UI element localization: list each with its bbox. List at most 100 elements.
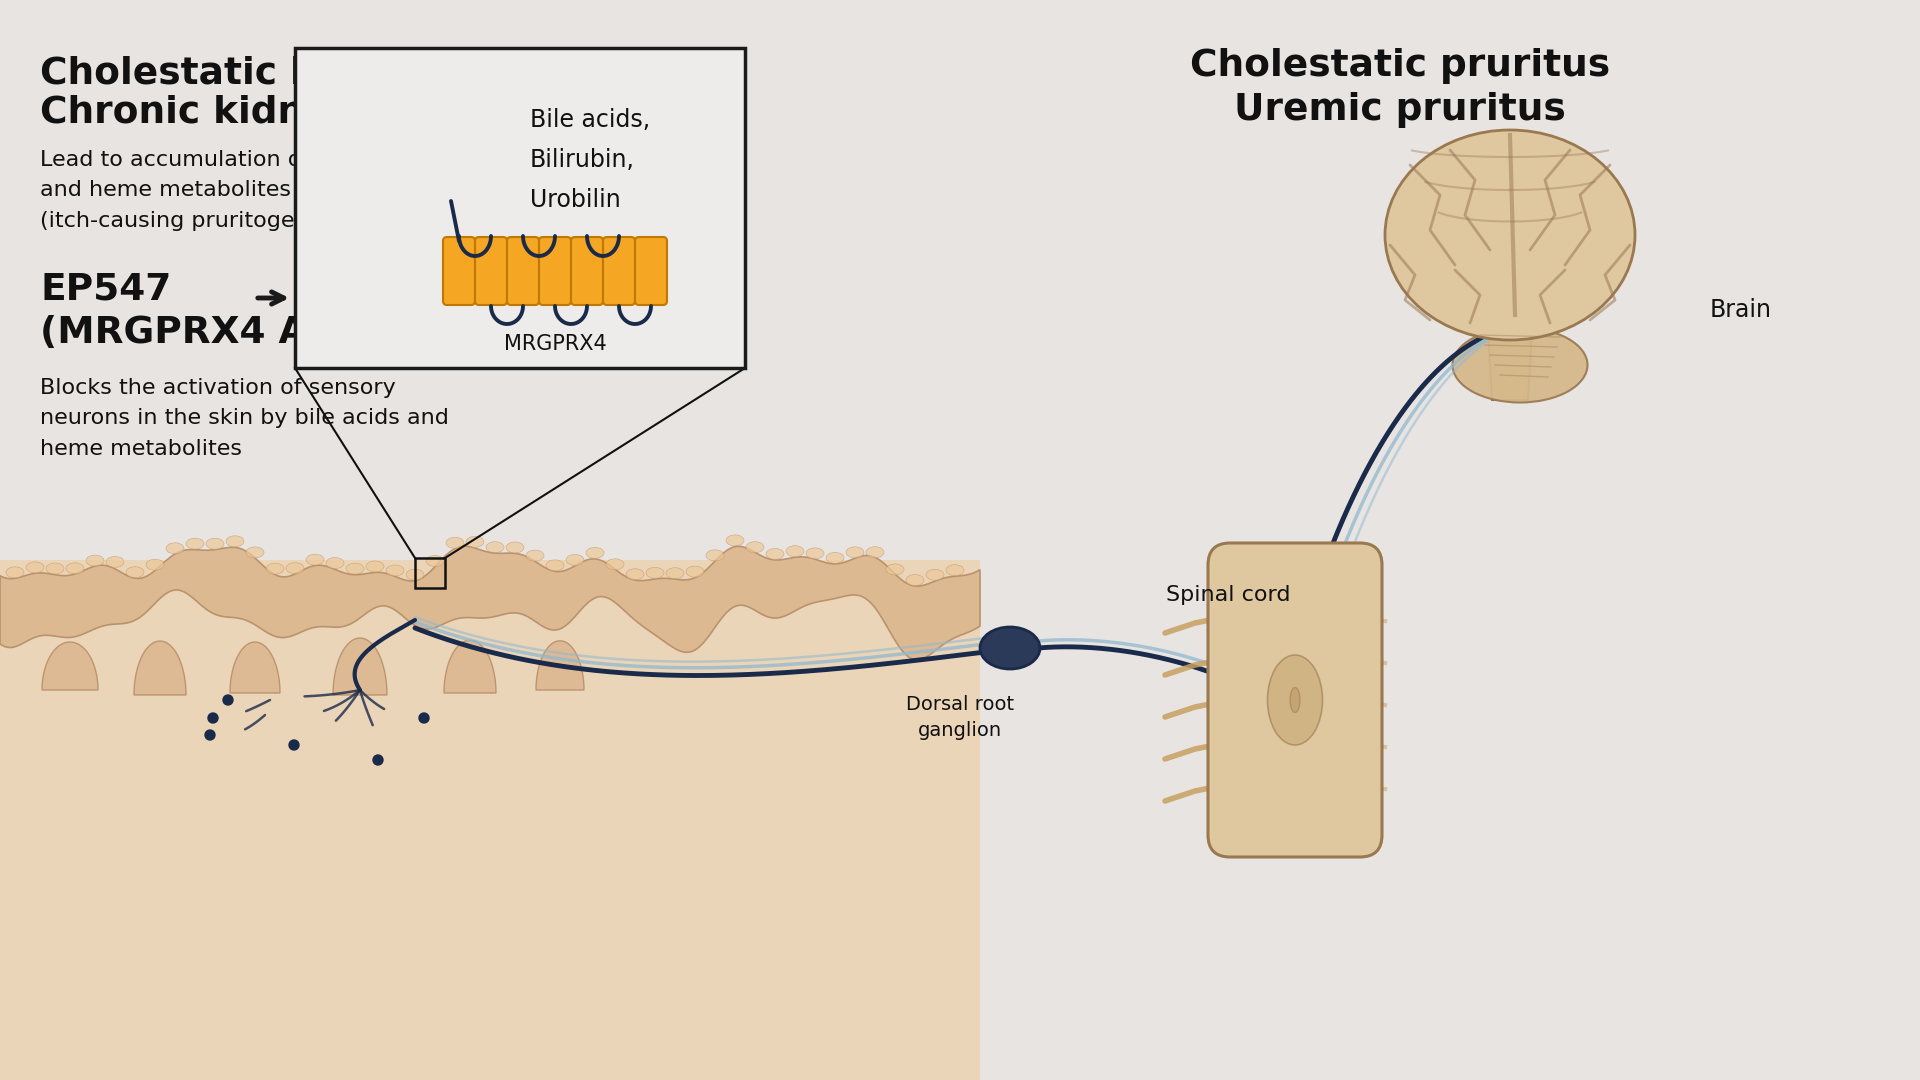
Ellipse shape [305, 554, 324, 565]
Text: EP547: EP547 [40, 272, 171, 308]
Ellipse shape [186, 538, 204, 549]
Ellipse shape [467, 537, 484, 548]
Polygon shape [134, 642, 186, 696]
Ellipse shape [607, 558, 624, 570]
Bar [415, 558, 445, 588]
Circle shape [384, 119, 392, 127]
Ellipse shape [445, 538, 465, 549]
Ellipse shape [507, 542, 524, 553]
Circle shape [390, 123, 399, 132]
Ellipse shape [885, 564, 904, 575]
FancyBboxPatch shape [507, 237, 540, 305]
Circle shape [453, 186, 470, 201]
Text: Lead to accumulation of bile acids
and heme metabolites in the skin
(itch-causin: Lead to accumulation of bile acids and h… [40, 150, 422, 231]
Text: Bile acids,: Bile acids, [530, 108, 651, 132]
Ellipse shape [426, 555, 444, 566]
Ellipse shape [227, 536, 244, 546]
Circle shape [442, 173, 468, 200]
Ellipse shape [1384, 130, 1636, 340]
FancyBboxPatch shape [474, 237, 507, 305]
Ellipse shape [86, 555, 104, 566]
FancyBboxPatch shape [636, 237, 666, 305]
Ellipse shape [165, 543, 184, 554]
Text: Dorsal root
ganglion: Dorsal root ganglion [906, 696, 1014, 740]
Ellipse shape [65, 563, 84, 573]
Polygon shape [444, 640, 495, 693]
Text: MRGPRX4: MRGPRX4 [503, 334, 607, 354]
FancyBboxPatch shape [540, 237, 570, 305]
Ellipse shape [747, 542, 764, 553]
Circle shape [388, 104, 413, 129]
Text: Urobilin: Urobilin [530, 188, 620, 212]
Circle shape [388, 125, 407, 145]
Ellipse shape [785, 545, 804, 556]
Ellipse shape [566, 554, 584, 566]
Ellipse shape [545, 559, 564, 571]
Ellipse shape [847, 546, 864, 558]
Ellipse shape [286, 563, 303, 573]
Circle shape [205, 730, 215, 740]
FancyArrowPatch shape [257, 292, 284, 305]
Ellipse shape [27, 562, 44, 572]
Ellipse shape [127, 567, 144, 578]
Ellipse shape [826, 552, 845, 564]
Polygon shape [332, 638, 388, 696]
Ellipse shape [6, 567, 23, 578]
Ellipse shape [205, 538, 225, 550]
Ellipse shape [947, 565, 964, 576]
Circle shape [374, 126, 396, 147]
Ellipse shape [925, 569, 945, 580]
Ellipse shape [267, 563, 284, 575]
Ellipse shape [1267, 654, 1323, 745]
Ellipse shape [1453, 327, 1588, 403]
Ellipse shape [707, 550, 724, 561]
Ellipse shape [326, 557, 344, 568]
Ellipse shape [246, 546, 265, 558]
Ellipse shape [486, 542, 503, 553]
Text: Uremic pruritus: Uremic pruritus [1235, 92, 1567, 129]
Text: Cholestatic pruritus: Cholestatic pruritus [1190, 48, 1611, 84]
Ellipse shape [146, 559, 163, 570]
Ellipse shape [979, 627, 1041, 669]
Text: Bilirubin,: Bilirubin, [530, 148, 636, 172]
Circle shape [445, 184, 453, 191]
Polygon shape [42, 642, 98, 690]
Text: Chronic kidney disease: Chronic kidney disease [40, 95, 528, 131]
Polygon shape [230, 642, 280, 693]
Circle shape [223, 696, 232, 705]
Circle shape [367, 107, 392, 131]
Polygon shape [0, 546, 979, 660]
Ellipse shape [866, 546, 883, 557]
FancyBboxPatch shape [296, 48, 745, 368]
Ellipse shape [386, 565, 403, 576]
Ellipse shape [586, 548, 605, 558]
Circle shape [455, 184, 463, 191]
Circle shape [419, 713, 428, 723]
Ellipse shape [526, 550, 543, 562]
Ellipse shape [685, 566, 705, 577]
Circle shape [290, 740, 300, 750]
Polygon shape [1488, 330, 1532, 400]
Circle shape [374, 110, 407, 143]
Circle shape [372, 755, 382, 765]
Text: Brain: Brain [1711, 298, 1772, 322]
FancyBboxPatch shape [1208, 543, 1382, 858]
FancyBboxPatch shape [0, 561, 979, 1080]
Ellipse shape [666, 568, 684, 579]
Circle shape [436, 170, 455, 190]
Polygon shape [536, 640, 584, 690]
Ellipse shape [726, 535, 745, 545]
Ellipse shape [46, 563, 63, 575]
Text: (MRGPRX4 Antagonist): (MRGPRX4 Antagonist) [40, 315, 528, 351]
Ellipse shape [106, 556, 125, 567]
FancyBboxPatch shape [603, 237, 636, 305]
Circle shape [207, 713, 219, 723]
Ellipse shape [906, 575, 924, 585]
Text: Spinal cord: Spinal cord [1165, 585, 1290, 605]
Circle shape [453, 167, 474, 189]
Ellipse shape [806, 548, 824, 558]
Ellipse shape [626, 569, 643, 580]
Text: Blocks the activation of sensory
neurons in the skin by bile acids and
heme meta: Blocks the activation of sensory neurons… [40, 378, 449, 459]
Ellipse shape [1290, 688, 1300, 713]
Ellipse shape [367, 561, 384, 572]
